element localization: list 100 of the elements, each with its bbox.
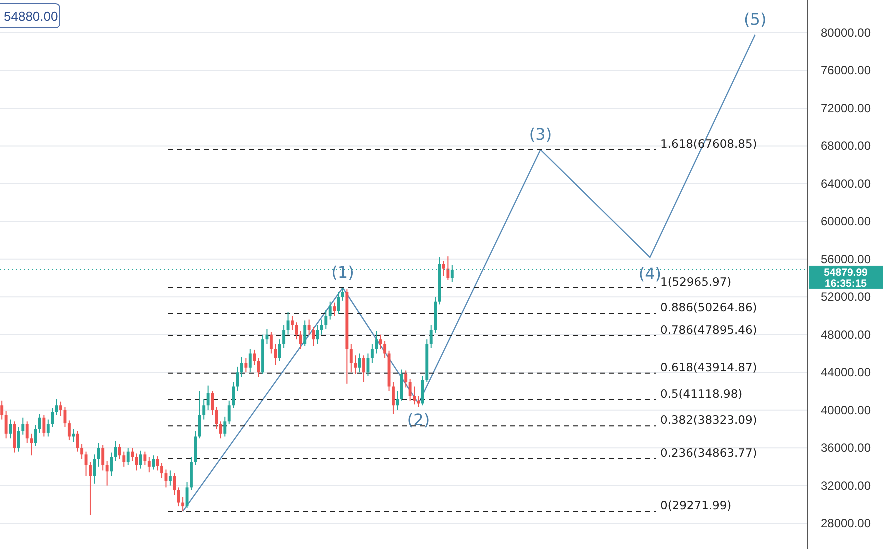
candlestick	[102, 444, 105, 472]
candlestick	[42, 414, 46, 438]
ref-line-label: 0.236(34863.77)	[660, 446, 758, 460]
candlestick	[76, 430, 80, 452]
candlestick	[342, 288, 344, 302]
candlestick	[413, 386, 416, 406]
candlestick	[118, 444, 122, 460]
candlestick	[160, 462, 164, 479]
candlestick	[168, 470, 172, 486]
candlestick	[291, 316, 294, 331]
candlestick	[0, 400, 4, 420]
candlestick	[206, 385, 210, 411]
candlestick	[4, 410, 8, 440]
candlestick	[430, 324, 433, 349]
candlestick	[97, 442, 100, 468]
candlestick	[30, 433, 34, 456]
annotation: (1)	[332, 262, 354, 282]
candlestick	[384, 340, 387, 359]
candlestick	[9, 419, 12, 440]
y-tick-label: 48000.00	[820, 328, 872, 342]
y-tick-label: 60000.00	[820, 214, 872, 229]
candlestick	[152, 455, 156, 470]
ref-line-label: 1(52965.97)	[660, 275, 732, 290]
candlestick	[72, 428, 76, 443]
candlestick	[156, 456, 160, 472]
ref-line-label: 0.618(43914.87)	[660, 360, 758, 374]
candlestick	[370, 344, 374, 364]
candlestick	[270, 332, 273, 354]
candlestick	[38, 414, 42, 434]
candlestick	[358, 353, 362, 374]
y-tick-label: 36000.00	[820, 441, 872, 456]
candlestick	[295, 322, 298, 340]
candlestick	[182, 496, 185, 512]
candlestick	[244, 358, 248, 374]
candlestick	[228, 400, 231, 425]
candlestick	[173, 473, 176, 496]
candlestick	[22, 417, 25, 436]
ref-line-label: 0.886(50264.86)	[660, 300, 758, 315]
y-tick-label: 72000.00	[820, 101, 872, 116]
annotation: (3)	[529, 124, 552, 144]
candlestick	[354, 355, 358, 375]
candlestick	[396, 390, 400, 411]
candlestick	[224, 416, 227, 438]
candlestick	[240, 357, 244, 378]
candlestick	[232, 382, 236, 409]
candlestick	[110, 452, 113, 477]
candlestick	[278, 339, 282, 362]
y-tick-label: 32000.00	[820, 478, 872, 493]
candlestick	[202, 398, 206, 420]
candlestick	[312, 326, 315, 347]
candlestick	[408, 378, 412, 402]
candlestick	[55, 398, 58, 416]
candlestick	[26, 421, 29, 444]
candlestick	[304, 320, 307, 347]
text: 16:35:15	[824, 278, 868, 290]
y-tick-label: 76000.00	[820, 64, 872, 78]
candlestick	[328, 301, 332, 320]
ref-line-label: 0.5(41118.98)	[660, 386, 743, 401]
ref-line-label: 54879.99	[824, 266, 868, 279]
candlestick	[421, 376, 424, 406]
candlestick	[68, 420, 71, 442]
candlestick	[131, 448, 134, 462]
annotation: (5)	[744, 10, 767, 29]
ref-line-label: 0(29271.99)	[660, 498, 732, 513]
candlestick	[106, 460, 109, 486]
candlestick	[177, 487, 180, 508]
candlestick	[362, 355, 366, 383]
candlestick	[404, 370, 408, 388]
candlestick	[211, 390, 214, 416]
candlestick	[324, 310, 328, 330]
candlestick	[122, 451, 126, 468]
candlestick	[375, 330, 378, 354]
candlestick	[89, 462, 92, 516]
candlestick	[333, 302, 336, 317]
candlestick	[144, 451, 147, 466]
candlestick	[248, 348, 252, 374]
candlestick	[17, 426, 20, 452]
candlestick	[392, 382, 395, 415]
y-tick-label: 40000.00	[820, 403, 872, 418]
candlestick	[308, 319, 311, 336]
candlestick	[60, 401, 62, 416]
y-tick-label: 64000.00	[820, 176, 872, 191]
line-series	[182, 34, 756, 512]
y-tick-label: 80000.00	[820, 26, 872, 40]
candlestick	[299, 330, 302, 350]
candlestick	[93, 454, 96, 484]
candlestick	[379, 334, 382, 350]
candlestick	[126, 448, 130, 466]
candlestick	[219, 421, 222, 440]
candlestick	[46, 419, 50, 438]
annotation: 54880.00	[4, 9, 58, 24]
y-tick-label: 52000.00	[820, 290, 872, 304]
candlestick	[442, 260, 446, 277]
candlestick	[51, 408, 54, 428]
y-tick-label: 56000.00	[820, 252, 872, 266]
candlestick	[274, 344, 278, 366]
candlestick	[198, 390, 202, 440]
candlestick	[140, 450, 142, 470]
candlestick	[257, 358, 260, 378]
ref-line-label: 0.382(38323.09)	[660, 413, 758, 428]
